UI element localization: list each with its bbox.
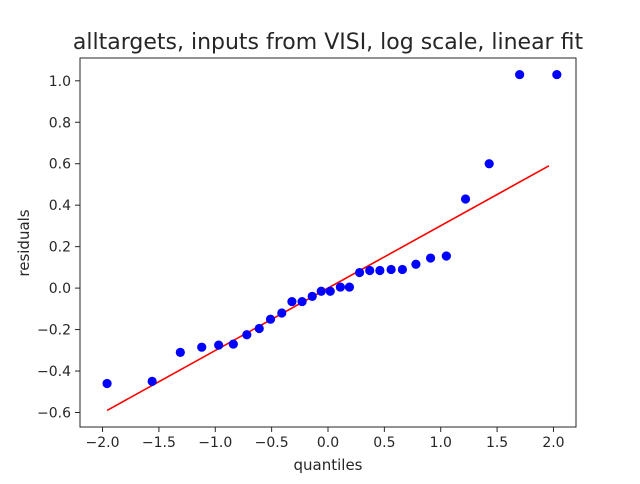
x-tick-label: −1.0 <box>198 435 232 451</box>
y-tick-label: −0.2 <box>37 323 71 339</box>
x-tick-label: 1.5 <box>486 435 508 451</box>
data-point <box>297 296 307 307</box>
data-point <box>228 339 238 349</box>
y-tick-label: −0.6 <box>37 405 71 421</box>
data-point <box>397 264 407 275</box>
data-point <box>265 314 276 324</box>
data-point <box>147 376 157 386</box>
x-axis-ticks: −2.0 −1.5 −1.0 −0.5 0.0 0.5 1.0 1.5 2.0 <box>86 427 565 451</box>
data-point <box>552 69 562 80</box>
data-point <box>344 282 355 292</box>
data-points-group <box>102 69 562 389</box>
data-point <box>365 265 375 276</box>
data-point <box>102 378 112 389</box>
x-tick-label: −2.0 <box>86 435 120 451</box>
data-point <box>411 259 421 269</box>
data-point <box>325 286 335 296</box>
y-tick-label: 0.0 <box>49 281 71 297</box>
data-point <box>316 286 326 296</box>
data-point <box>197 342 207 352</box>
data-point <box>277 308 287 318</box>
x-axis-label: quantiles <box>294 456 363 474</box>
x-tick-label: 0.0 <box>317 435 339 451</box>
y-tick-label: 0.8 <box>49 115 71 131</box>
data-point <box>425 253 436 263</box>
y-axis-label: residuals <box>15 209 33 276</box>
x-tick-label: 1.0 <box>430 435 452 451</box>
data-point <box>441 251 451 261</box>
data-point <box>460 194 471 204</box>
data-point <box>175 347 185 357</box>
y-tick-label: 0.4 <box>49 198 71 214</box>
data-point <box>386 264 396 275</box>
x-tick-label: −1.5 <box>142 435 176 451</box>
x-tick-label: 0.5 <box>373 435 395 451</box>
data-point <box>375 265 385 276</box>
y-axis-ticks: −0.6 −0.4 −0.2 0.0 0.2 0.4 0.6 0.8 1.0 <box>37 74 80 421</box>
data-point <box>515 69 525 80</box>
x-tick-label: 2.0 <box>542 435 564 451</box>
x-tick-label: −0.5 <box>255 435 289 451</box>
data-point <box>242 330 252 340</box>
data-point <box>335 282 345 292</box>
data-point <box>254 323 264 334</box>
y-tick-label: −0.4 <box>37 364 71 380</box>
y-tick-label: 1.0 <box>49 74 71 90</box>
data-point <box>354 267 365 278</box>
data-point <box>287 296 297 307</box>
y-tick-label: 0.6 <box>49 157 71 173</box>
chart-title: alltargets, inputs from VISI, log scale,… <box>73 30 584 55</box>
data-point <box>307 291 317 301</box>
y-tick-label: 0.2 <box>49 240 71 256</box>
data-point <box>484 159 494 169</box>
data-point <box>214 340 224 350</box>
